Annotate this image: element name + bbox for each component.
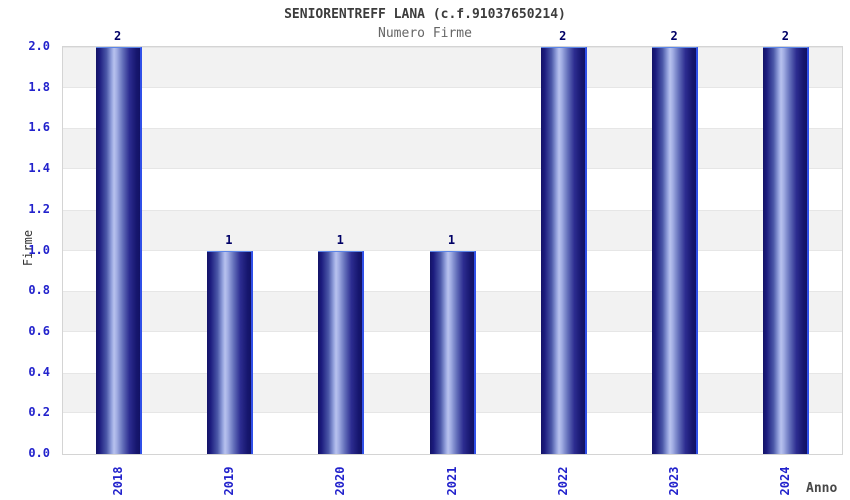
- bar-2024: [763, 47, 810, 454]
- x-tick-label: 2024: [778, 466, 793, 496]
- x-tick-label: 2020: [333, 466, 348, 496]
- grid-band: [63, 87, 842, 129]
- y-tick-label: 2.0: [28, 39, 50, 53]
- y-tick-label: 1.2: [28, 201, 50, 216]
- bar-value-label: 1: [447, 232, 456, 247]
- x-tick-label: 2018: [110, 466, 125, 496]
- grid-band: [63, 47, 842, 88]
- y-tick-label: 0.8: [28, 283, 50, 298]
- bar-value-label: 2: [781, 29, 789, 43]
- bar-value-label: 1: [225, 232, 233, 247]
- chart-title: SENIORENTREFF LANA (c.f.91037650214): [284, 7, 566, 22]
- bar-2022: [540, 47, 587, 454]
- x-tick-label: 2021: [444, 466, 459, 496]
- bar-value-label: 2: [559, 29, 567, 43]
- y-tick-label: 1.6: [28, 120, 50, 135]
- y-tick-label: 0.6: [28, 323, 50, 338]
- bar-2021: [429, 250, 476, 454]
- x-tick-label: 2023: [667, 466, 682, 496]
- y-tick-label: 1.4: [28, 161, 50, 176]
- bar-2020: [318, 250, 365, 454]
- bar-2023: [652, 47, 699, 454]
- bar-2018: [95, 47, 142, 454]
- bar-value-label: 2: [670, 29, 678, 43]
- bar-value-label: 1: [336, 232, 344, 247]
- y-tick-label: 1.8: [28, 79, 50, 94]
- x-axis-title: Anno: [806, 481, 838, 496]
- grid-band: [63, 209, 842, 251]
- grid-band: [63, 169, 842, 210]
- y-tick-label: 0.0: [28, 446, 50, 460]
- grid-band: [63, 128, 842, 170]
- chart-subtitle: Numero Firme: [378, 26, 472, 41]
- bar-2019: [206, 250, 253, 454]
- plot-area: [62, 46, 843, 455]
- y-tick-label: 1.0: [28, 242, 50, 257]
- x-tick-label: 2019: [221, 466, 236, 496]
- y-tick-label: 0.4: [28, 364, 50, 379]
- bar-value-label: 2: [114, 29, 122, 43]
- y-tick-label: 0.2: [28, 405, 50, 420]
- x-tick-label: 2022: [555, 466, 570, 496]
